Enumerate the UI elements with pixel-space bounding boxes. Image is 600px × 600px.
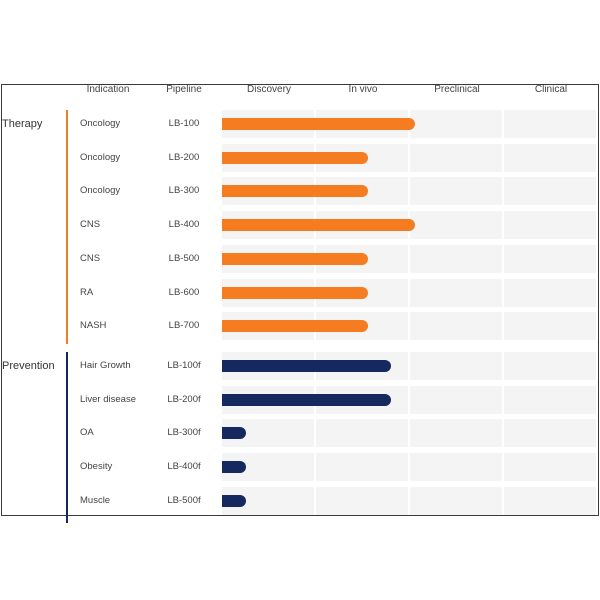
indication-label: OA (80, 427, 94, 439)
stage-track-cell (504, 177, 596, 206)
indication-label: Oncology (80, 118, 121, 129)
pipeline-label: LB-300 (168, 185, 200, 197)
pipeline-label: LB-100 (168, 118, 200, 129)
pipeline-label: LB-600 (168, 286, 200, 298)
table-row: Muscle LB-500f (68, 486, 599, 515)
stage-track-cell (410, 453, 502, 482)
stage-track-cell (504, 312, 596, 341)
table-row: CNS LB-400 (68, 211, 599, 240)
header-pipeline: Pipeline (166, 84, 202, 95)
stage-track-cell (410, 419, 502, 448)
indication-label: Liver disease (80, 393, 136, 405)
progress-bar-lb-500 (222, 252, 368, 265)
indication-label: Oncology (80, 185, 121, 197)
stage-track-cell (316, 453, 408, 482)
stage-track-cell (504, 244, 596, 273)
table-row: RA LB-600 (68, 278, 599, 307)
progress-bar-lb-300f (222, 427, 246, 440)
stage-track-cell (410, 177, 502, 206)
stage-track-cell (410, 486, 502, 515)
stage-track-cell (504, 352, 596, 380)
stage-track-cell (504, 419, 596, 448)
progress-bar-lb-100 (222, 118, 415, 130)
indication-label: NASH (80, 320, 107, 332)
table-row: NASH LB-700 (68, 312, 599, 341)
progress-bar-lb-500f (222, 494, 246, 507)
stage-track-cell (504, 486, 596, 515)
stage-track-cell (410, 312, 502, 341)
table-row: Liver disease LB-200f (68, 385, 599, 414)
indication-label: Hair Growth (80, 360, 131, 371)
header-stage-discovery: Discovery (247, 84, 291, 95)
table-row: Obesity LB-400f (68, 453, 599, 482)
pipeline-label: LB-100f (167, 360, 201, 371)
pipeline-label: LB-400 (168, 219, 200, 231)
progress-bar-lb-100f (222, 360, 391, 372)
indication-label: CNS (80, 252, 101, 264)
stage-track-cell (504, 211, 596, 240)
stage-track-cell (410, 143, 502, 172)
progress-bar-lb-600 (222, 286, 368, 299)
stage-track-cell (410, 385, 502, 414)
indication-label: Muscle (80, 494, 111, 506)
group-label-prevention: Prevention (2, 360, 55, 372)
table-row: CNS LB-500 (68, 244, 599, 273)
pipeline-label: LB-500f (167, 494, 201, 506)
group-divider-therapy (66, 110, 68, 345)
stage-track-cell (410, 244, 502, 273)
progress-bar-lb-400f (222, 461, 246, 474)
progress-bar-lb-300 (222, 185, 368, 198)
progress-bar-lb-200 (222, 151, 368, 164)
stage-track-cell (410, 352, 502, 380)
chart-frame (1, 84, 599, 516)
stage-track-cell (410, 110, 502, 138)
pipeline-label: LB-300f (167, 427, 201, 439)
header-stage-clinical: Clinical (534, 84, 568, 95)
indication-label: Oncology (80, 151, 121, 163)
stage-track-cell (504, 143, 596, 172)
indication-label: CNS (80, 219, 101, 231)
header-indication: Indication (86, 84, 130, 95)
stage-track-cell (410, 211, 502, 240)
stage-track-cell (504, 385, 596, 414)
indication-label: RA (80, 286, 94, 298)
pipeline-label: LB-200 (168, 151, 200, 163)
header-stage-preclinical: Preclinical (434, 84, 480, 95)
stage-track-cell (316, 486, 408, 515)
group-label-therapy: Therapy (2, 118, 43, 130)
table-row: Oncology LB-100 (68, 110, 599, 138)
stage-track-cell (504, 110, 596, 138)
table-row: Hair Growth LB-100f (68, 352, 599, 380)
table-row: Oncology LB-300 (68, 177, 599, 206)
stage-track-cell (410, 278, 502, 307)
stage-track-cell (504, 453, 596, 482)
stage-track-cell (504, 278, 596, 307)
table-row: OA LB-300f (68, 419, 599, 448)
table-row: Oncology LB-200 (68, 143, 599, 172)
indication-label: Obesity (80, 461, 113, 473)
header-stage-in-vivo: In vivo (348, 84, 378, 95)
progress-bar-lb-200f (222, 393, 391, 406)
group-divider-prevention (66, 352, 68, 523)
progress-bar-lb-400 (222, 219, 415, 232)
stage-track-cell (316, 419, 408, 448)
progress-bar-lb-700 (222, 320, 368, 333)
pipeline-label: LB-400f (167, 461, 201, 473)
pipeline-label: LB-200f (167, 393, 201, 405)
pipeline-label: LB-700 (168, 320, 200, 332)
pipeline-label: LB-500 (168, 252, 200, 264)
